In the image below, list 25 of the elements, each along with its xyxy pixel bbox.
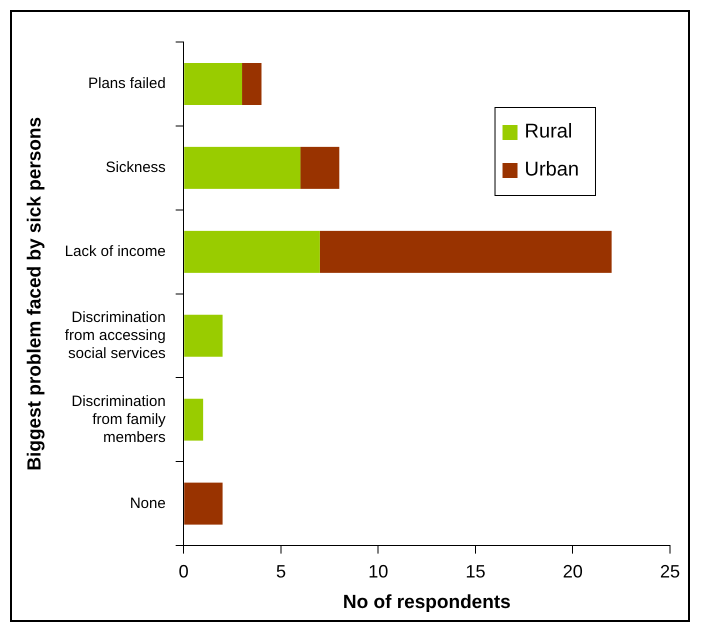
bar (320, 230, 612, 273)
bar (300, 146, 340, 189)
x-tick-label: 20 (562, 561, 583, 582)
y-tick-label: Lack of income (64, 242, 166, 260)
bar (184, 62, 242, 105)
bar (184, 146, 300, 189)
y-tick-label: None (130, 494, 166, 512)
x-tick-label: 25 (660, 561, 680, 582)
y-tick-label: Plans failed (88, 75, 166, 92)
y-tick-label: Discrimination from accessing social services (64, 308, 166, 362)
x-tick-label: 5 (276, 561, 286, 582)
x-tick-label: 15 (465, 561, 486, 582)
bar (184, 230, 320, 273)
bar (184, 482, 223, 525)
x-axis-title: No of respondents (342, 592, 511, 613)
y-axis-title: Biggest problem faced by sick persons (24, 116, 46, 471)
bar (184, 314, 223, 357)
legend-label: Urban (524, 158, 579, 181)
bar (242, 62, 262, 105)
legend-label: Rural (524, 120, 572, 143)
bar (184, 398, 204, 441)
x-tick-label: 10 (368, 561, 388, 582)
y-tick-label: Sickness (106, 159, 166, 176)
x-tick-label: 0 (178, 561, 189, 582)
y-tick-label: Discrimination from family members (71, 392, 166, 446)
